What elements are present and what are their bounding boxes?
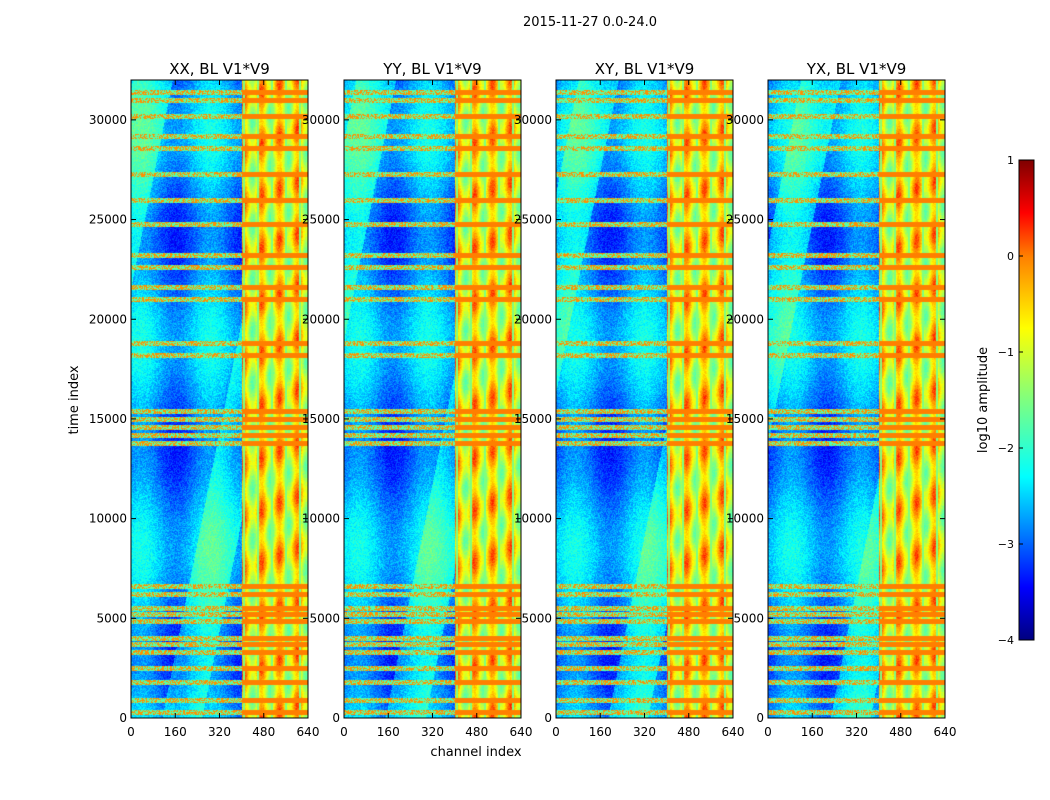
y-tick-label: 10000 bbox=[302, 512, 340, 526]
x-tick-label: 0 bbox=[340, 725, 348, 739]
x-tick-label: 640 bbox=[297, 725, 320, 739]
panel-title: YX, BL V1*V9 bbox=[806, 60, 907, 78]
y-tick-label: 15000 bbox=[302, 412, 340, 426]
colorbar-tick-label: −3 bbox=[998, 538, 1014, 551]
y-axis-label: time index bbox=[67, 365, 82, 434]
y-tick-label: 30000 bbox=[302, 113, 340, 127]
x-tick-label: 320 bbox=[845, 725, 868, 739]
y-tick-label: 30000 bbox=[89, 113, 127, 127]
y-tick-label: 20000 bbox=[514, 312, 552, 326]
panel-2: YY, BL V1*V9 0 160 320 480 640 0 5000 10000 15000… bbox=[302, 60, 533, 739]
y-tick-label: 25000 bbox=[302, 213, 340, 227]
x-tick-label: 0 bbox=[127, 725, 135, 739]
heatmap-image bbox=[131, 80, 308, 718]
x-tick-label: 160 bbox=[589, 725, 612, 739]
x-tick-label: 160 bbox=[377, 725, 400, 739]
x-tick-label: 0 bbox=[552, 725, 560, 739]
y-tick-label: 0 bbox=[544, 711, 552, 725]
colorbar-tick-label: 0 bbox=[1007, 250, 1014, 263]
x-tick-label: 480 bbox=[465, 725, 488, 739]
x-tick-label: 0 bbox=[764, 725, 772, 739]
y-tick-label: 15000 bbox=[89, 412, 127, 426]
x-tick-label: 320 bbox=[633, 725, 656, 739]
y-tick-label: 20000 bbox=[89, 312, 127, 326]
y-tick-label: 15000 bbox=[726, 412, 764, 426]
x-tick-label: 640 bbox=[934, 725, 957, 739]
y-tick-label: 0 bbox=[332, 711, 340, 725]
x-tick-label: 320 bbox=[208, 725, 231, 739]
panel-3: XY, BL V1*V9 0 160 320 480 640 0 5000 10000 15000… bbox=[514, 60, 745, 739]
y-tick-label: 5000 bbox=[733, 611, 764, 625]
y-tick-label: 25000 bbox=[726, 213, 764, 227]
x-tick-label: 160 bbox=[801, 725, 824, 739]
y-tick-label: 10000 bbox=[514, 512, 552, 526]
x-tick-label: 480 bbox=[889, 725, 912, 739]
y-tick-label: 5000 bbox=[96, 611, 127, 625]
y-tick-label: 20000 bbox=[302, 312, 340, 326]
y-tick-label: 5000 bbox=[521, 611, 552, 625]
x-axis-label: channel index bbox=[430, 745, 521, 760]
colorbar: 1 0 −1 −2 −3 −4 log10 amplitude bbox=[976, 154, 1035, 647]
figure-suptitle: 2015-11-27 0.0-24.0 bbox=[523, 15, 657, 30]
x-tick-label: 480 bbox=[252, 725, 275, 739]
x-tick-label: 320 bbox=[421, 725, 444, 739]
heatmap-image bbox=[768, 80, 945, 718]
y-tick-label: 20000 bbox=[726, 312, 764, 326]
y-tick-label: 15000 bbox=[514, 412, 552, 426]
y-tick-label: 25000 bbox=[514, 213, 552, 227]
y-tick-label: 0 bbox=[119, 711, 127, 725]
panel-title: XY, BL V1*V9 bbox=[595, 60, 695, 78]
x-tick-label: 640 bbox=[510, 725, 533, 739]
x-tick-label: 480 bbox=[677, 725, 700, 739]
y-tick-label: 10000 bbox=[726, 512, 764, 526]
panels-group: XX, BL V1*V9 0 160 320 480 640 0 5000 10000 15000… bbox=[89, 60, 957, 739]
colorbar-tick-label: 1 bbox=[1007, 154, 1014, 167]
colorbar-tick-label: −1 bbox=[998, 346, 1014, 359]
y-tick-label: 0 bbox=[756, 711, 764, 725]
heatmap-image bbox=[344, 80, 521, 718]
colorbar-tick-label: −4 bbox=[998, 634, 1014, 647]
x-tick-label: 640 bbox=[722, 725, 745, 739]
panel-1: XX, BL V1*V9 0 160 320 480 640 0 5000 10000 15000… bbox=[89, 60, 320, 739]
y-tick-label: 10000 bbox=[89, 512, 127, 526]
heatmap-image bbox=[556, 80, 733, 718]
y-tick-label: 5000 bbox=[309, 611, 340, 625]
y-tick-label: 30000 bbox=[514, 113, 552, 127]
colorbar-tick-label: −2 bbox=[998, 442, 1014, 455]
colorbar-ticks: 1 0 −1 −2 −3 −4 bbox=[998, 154, 1023, 647]
y-tick-label: 30000 bbox=[726, 113, 764, 127]
colorbar-gradient bbox=[1018, 159, 1035, 641]
colorbar-label: log10 amplitude bbox=[976, 347, 991, 453]
panel-4: YX, BL V1*V9 0 160 320 480 640 0 5000 10000 15000… bbox=[726, 60, 957, 739]
panel-title: XX, BL V1*V9 bbox=[169, 60, 270, 78]
x-tick-label: 160 bbox=[164, 725, 187, 739]
panel-title: YY, BL V1*V9 bbox=[382, 60, 481, 78]
y-tick-label: 25000 bbox=[89, 213, 127, 227]
